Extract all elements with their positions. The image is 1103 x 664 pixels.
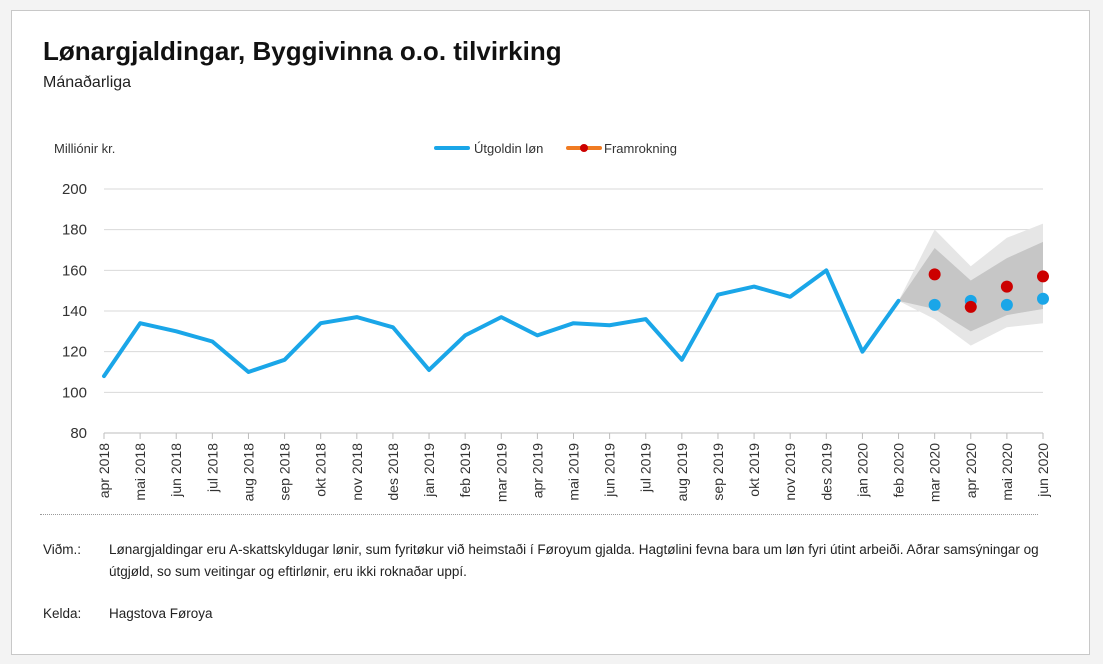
forecast-point: [928, 268, 941, 281]
legend-label-framrokning: Framrokning: [604, 141, 677, 156]
legend-item-framrokning: Framrokning: [566, 141, 677, 156]
y-tick-label: 200: [62, 181, 87, 198]
legend: Útgoldin løn Framrokning: [434, 141, 677, 156]
y-tick-label: 160: [62, 262, 87, 279]
x-tick-label: sep 2018: [277, 443, 293, 501]
x-tick-label: mai 2020: [999, 443, 1015, 501]
series-line-utgoldin-lon: [102, 268, 901, 379]
legend-label-utgoldin-lon: Útgoldin løn: [474, 141, 543, 156]
footer-divider: [40, 514, 1038, 515]
x-tick-label: mai 2018: [132, 443, 148, 501]
grid-lines: [104, 188, 1043, 434]
chart-title: Lønargjaldingar, Byggivinna o.o. tilvirk…: [43, 36, 562, 66]
x-tick-label: aug 2018: [240, 443, 256, 502]
y-tick-label: 100: [62, 384, 87, 401]
x-tick-label: des 2018: [385, 443, 401, 501]
y-tick-label: 140: [62, 303, 87, 320]
y-tick-label: 80: [70, 425, 87, 442]
x-tick-label: nov 2019: [782, 443, 798, 501]
chart-subtitle: Mánaðarliga: [43, 74, 132, 91]
forecast-point: [1037, 270, 1049, 283]
legend-item-utgoldin-lon: Útgoldin løn: [434, 141, 543, 156]
x-tick-label: des 2019: [818, 443, 834, 501]
x-tick-label: jul 2019: [638, 443, 654, 493]
x-tick-label: okt 2019: [746, 443, 762, 497]
y-tick-label: 120: [62, 344, 87, 361]
legend-marker-framrokning: [580, 144, 588, 152]
x-tick-label: jan 2019: [421, 443, 437, 498]
x-tick-labels: apr 2018 mai 2018 jun 2018 jul 2018 aug 2018…: [96, 433, 1051, 502]
x-tick-label: sep 2019: [710, 443, 726, 501]
actual-point: [1000, 298, 1013, 311]
forecast-point: [1000, 280, 1013, 293]
x-tick-label: jun 2018: [168, 443, 184, 498]
x-tick-label: okt 2018: [313, 443, 329, 497]
x-tick-label: aug 2019: [674, 443, 690, 502]
series-lines: [102, 268, 901, 379]
forecast-bands: [898, 223, 1043, 346]
x-tick-label: jun 2019: [602, 443, 618, 498]
x-tick-label: nov 2018: [349, 443, 365, 501]
x-tick-label: apr 2020: [963, 443, 979, 498]
x-tick-label: mar 2020: [927, 443, 943, 502]
forecast-point: [964, 300, 977, 313]
x-tick-label: mar 2019: [493, 443, 509, 502]
x-tick-label: jul 2018: [204, 443, 220, 493]
x-tick-label: apr 2019: [529, 443, 545, 498]
x-tick-label: feb 2020: [891, 443, 907, 498]
y-axis-label: Milliónir kr.: [54, 141, 115, 156]
x-tick-label: feb 2019: [457, 443, 473, 498]
x-tick-label: mai 2019: [566, 443, 582, 501]
x-tick-label: jun 2020: [1035, 443, 1051, 498]
actual-point: [1037, 292, 1049, 305]
data-points: [928, 268, 1049, 313]
x-tick-label: jan 2020: [854, 443, 870, 498]
y-tick-label: 180: [62, 222, 87, 239]
y-tick-labels: 80 100 120 140 160 180 200: [62, 181, 87, 442]
actual-point: [928, 298, 941, 311]
x-tick-label: apr 2018: [96, 443, 112, 498]
